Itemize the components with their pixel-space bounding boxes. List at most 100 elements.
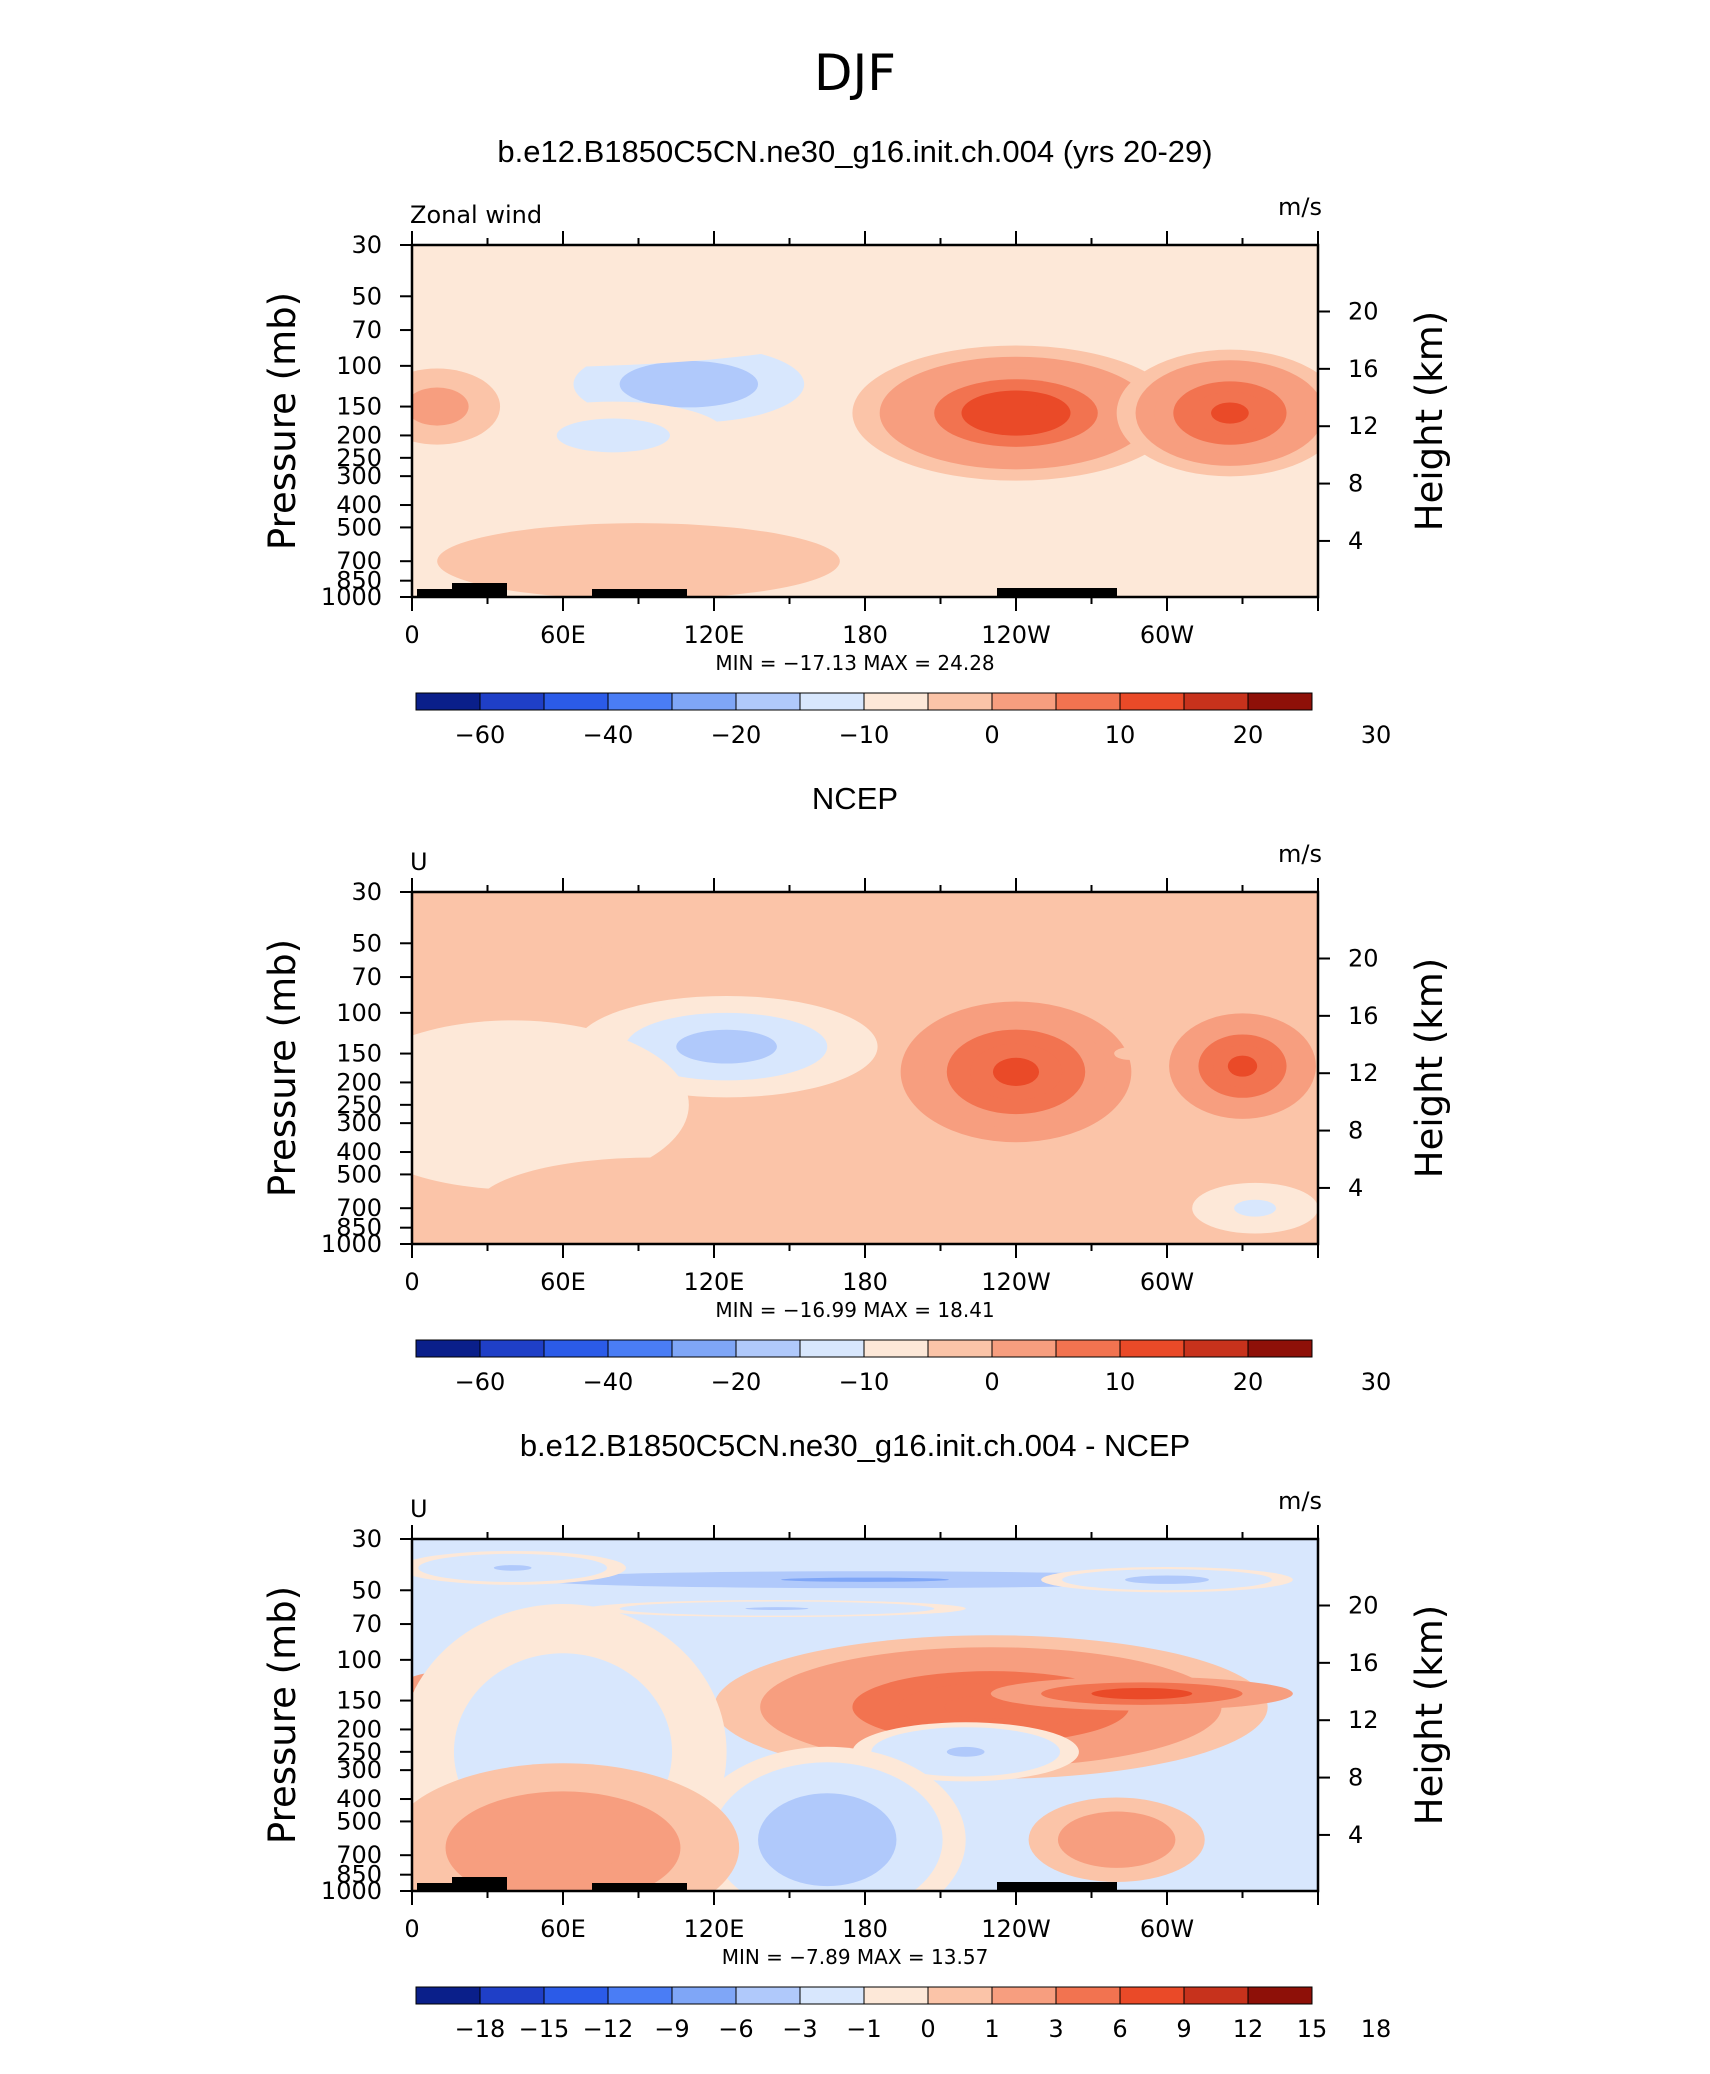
- x-tick-label: 120E: [684, 1268, 745, 1296]
- x-tick-label: 120W: [981, 621, 1051, 649]
- colorbar-swatch: [543, 692, 609, 711]
- colorbar-swatch: [863, 1339, 929, 1358]
- colorbar-swatch: [1055, 1986, 1121, 2005]
- height-tick-label: 20: [1348, 1591, 1379, 1619]
- colorbar-label: 0: [920, 2015, 935, 2043]
- contour-region: [1211, 402, 1249, 424]
- colorbar-label: −6: [718, 2015, 753, 2043]
- contour-region: [1116, 1690, 1168, 1697]
- colorbar-label: −40: [583, 721, 634, 749]
- colorbar-label: −9: [654, 2015, 689, 2043]
- topography-mask: [592, 1883, 630, 1891]
- height-tick-label: 16: [1348, 1002, 1379, 1030]
- topography-mask: [592, 589, 630, 597]
- topography-mask: [652, 589, 687, 597]
- x-tick-label: 60W: [1140, 1915, 1194, 1943]
- colorbar-label: −1: [846, 2015, 881, 2043]
- colorbar-label: 0: [984, 1368, 999, 1396]
- colorbar-swatch: [479, 692, 545, 711]
- colorbar-swatch: [735, 692, 801, 711]
- pressure-tick-label: 250: [336, 444, 382, 472]
- colorbar-swatch: [991, 1986, 1057, 2005]
- colorbar-swatch: [1247, 692, 1313, 711]
- topography-mask: [997, 1882, 1072, 1891]
- pressure-tick-label: 30: [351, 231, 382, 259]
- pressure-tick-label: 300: [336, 1756, 382, 1784]
- height-tick-label: 20: [1348, 944, 1379, 972]
- panel-title: b.e12.B1850C5CN.ne30_g16.init.ch.004 (yr…: [497, 134, 1212, 169]
- topography-mask: [417, 589, 462, 597]
- y-axis-label: Pressure (mb): [261, 292, 304, 550]
- colorbar-label: −12: [583, 2015, 634, 2043]
- contour-field: [412, 1539, 1318, 1891]
- colorbar-swatch: [927, 1986, 993, 2005]
- pressure-tick-label: 700: [336, 547, 382, 575]
- colorbar-swatch: [991, 692, 1057, 711]
- field-label: U: [410, 848, 428, 876]
- contour-region: [804, 1824, 851, 1856]
- contour-region: [1146, 1577, 1188, 1582]
- x-tick-label: 0: [404, 1268, 419, 1296]
- colorbar-swatch: [1055, 692, 1121, 711]
- y-axis-label: Pressure (mb): [261, 1586, 304, 1844]
- pressure-tick-label: 700: [336, 1194, 382, 1222]
- colorbar-swatch: [1183, 1986, 1249, 2005]
- pressure-tick-label: 100: [336, 352, 382, 380]
- topography-mask: [417, 1883, 462, 1891]
- x-tick-label: 0: [404, 1915, 419, 1943]
- min-max-label: MIN = −17.13 MAX = 24.28: [715, 651, 994, 675]
- x-tick-label: 180: [842, 1915, 888, 1943]
- contour-region: [1244, 1203, 1266, 1213]
- colorbar-swatch: [863, 1986, 929, 2005]
- colorbar-swatch: [479, 1986, 545, 2005]
- units-label: m/s: [1278, 1487, 1322, 1515]
- topography-mask: [997, 588, 1072, 597]
- pressure-tick-label: 250: [336, 1091, 382, 1119]
- y-axis-label-right: Height (km): [1408, 1605, 1451, 1825]
- colorbar-swatch: [607, 692, 673, 711]
- contour-region: [701, 1038, 752, 1056]
- colorbar-label: 15: [1297, 2015, 1328, 2043]
- contour-region: [493, 1565, 532, 1571]
- colorbar-swatch: [479, 1339, 545, 1358]
- colorbar-label: −60: [455, 1368, 506, 1396]
- pressure-tick-label: 300: [336, 462, 382, 490]
- x-tick-label: 60W: [1140, 1268, 1194, 1296]
- pressure-tick-label: 400: [336, 1785, 382, 1813]
- contour-region: [495, 941, 530, 945]
- colorbar-label: −3: [782, 2015, 817, 2043]
- colorbar-label: 1: [984, 2015, 999, 2043]
- pressure-tick-label: 400: [336, 1138, 382, 1166]
- contour-region: [946, 1746, 985, 1757]
- pressure-tick-label: 850: [336, 1861, 382, 1889]
- x-tick-label: 120W: [981, 1268, 1051, 1296]
- contour-region: [428, 323, 547, 337]
- units-label: m/s: [1278, 193, 1322, 221]
- min-max-label: MIN = −7.89 MAX = 13.57: [722, 1945, 989, 1969]
- colorbar-swatch: [799, 1339, 865, 1358]
- contour-region: [992, 1057, 1040, 1086]
- contour-region: [621, 1199, 681, 1217]
- x-tick-label: 120E: [684, 621, 745, 649]
- contour-region: [426, 400, 448, 413]
- chart-panel-1: b.e12.B1850C5CN.ne30_g16.init.ch.004 (yr…: [261, 134, 1451, 749]
- pressure-tick-label: 150: [336, 393, 382, 421]
- pressure-tick-label: 100: [336, 1646, 382, 1674]
- pressure-tick-label: 850: [336, 567, 382, 595]
- pressure-tick-label: 30: [351, 1525, 382, 1553]
- topography-mask: [617, 1883, 659, 1891]
- colorbar-label: 30: [1361, 721, 1392, 749]
- colorbar-swatch: [927, 692, 993, 711]
- colorbar-label: 9: [1176, 2015, 1191, 2043]
- y-axis-label-right: Height (km): [1408, 311, 1451, 531]
- height-tick-label: 8: [1348, 1117, 1363, 1145]
- pressure-tick-label: 1000: [321, 1877, 382, 1905]
- height-tick-label: 4: [1348, 527, 1363, 555]
- height-tick-label: 8: [1348, 1764, 1363, 1792]
- colorbar-swatch: [415, 1986, 481, 2005]
- colorbar-label: −10: [839, 721, 890, 749]
- contour-region: [1101, 1832, 1132, 1847]
- colorbar-swatch: [927, 1339, 993, 1358]
- colorbar-label: −20: [711, 721, 762, 749]
- panel-title: b.e12.B1850C5CN.ne30_g16.init.ch.004 - N…: [520, 1428, 1190, 1463]
